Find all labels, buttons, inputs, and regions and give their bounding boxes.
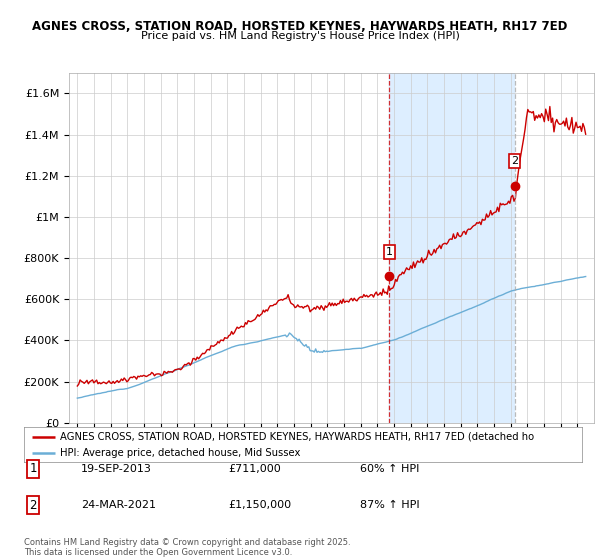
- Text: £1,150,000: £1,150,000: [228, 500, 291, 510]
- Bar: [389, 73, 514, 423]
- Text: 19-SEP-2013: 19-SEP-2013: [81, 464, 152, 474]
- Text: AGNES CROSS, STATION ROAD, HORSTED KEYNES, HAYWARDS HEATH, RH17 7ED (detached ho: AGNES CROSS, STATION ROAD, HORSTED KEYNE…: [60, 432, 535, 442]
- Text: 60% ↑ HPI: 60% ↑ HPI: [360, 464, 419, 474]
- Text: 2: 2: [29, 498, 37, 512]
- Text: Contains HM Land Registry data © Crown copyright and database right 2025.
This d: Contains HM Land Registry data © Crown c…: [24, 538, 350, 557]
- Text: £711,000: £711,000: [228, 464, 281, 474]
- Text: HPI: Average price, detached house, Mid Sussex: HPI: Average price, detached house, Mid …: [60, 447, 301, 458]
- Text: 1: 1: [29, 462, 37, 475]
- Text: 87% ↑ HPI: 87% ↑ HPI: [360, 500, 419, 510]
- Text: Price paid vs. HM Land Registry's House Price Index (HPI): Price paid vs. HM Land Registry's House …: [140, 31, 460, 41]
- Text: 2: 2: [511, 156, 518, 166]
- Text: 1: 1: [386, 247, 393, 257]
- Text: AGNES CROSS, STATION ROAD, HORSTED KEYNES, HAYWARDS HEATH, RH17 7ED: AGNES CROSS, STATION ROAD, HORSTED KEYNE…: [32, 20, 568, 32]
- Text: 24-MAR-2021: 24-MAR-2021: [81, 500, 156, 510]
